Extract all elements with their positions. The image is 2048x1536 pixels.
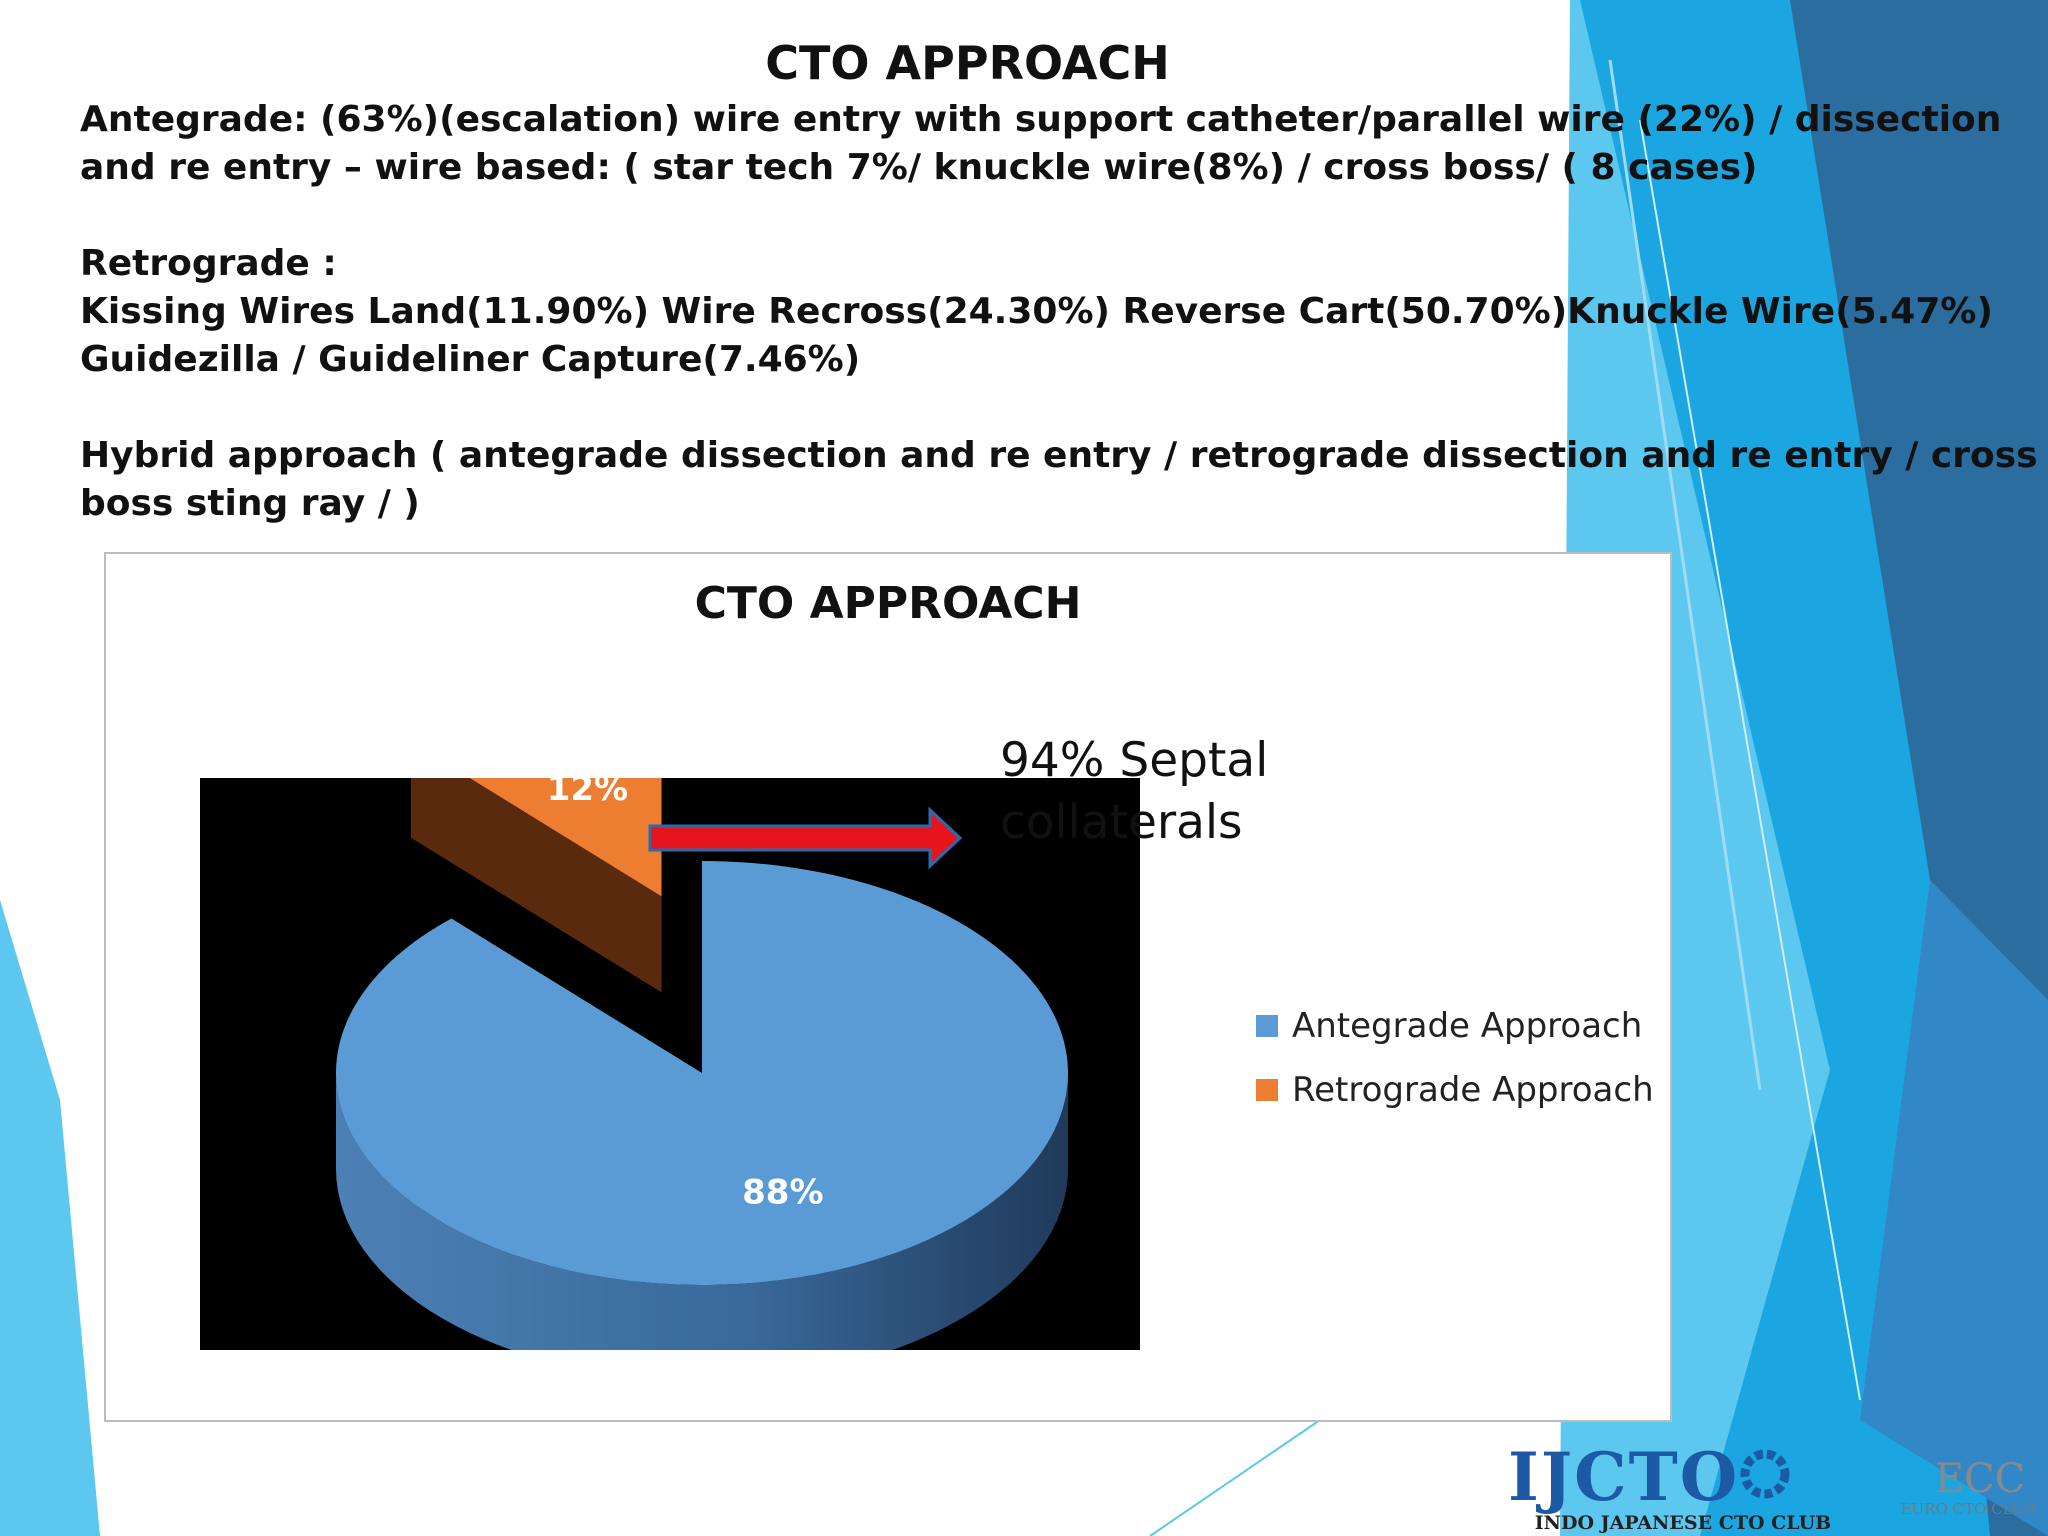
pie-chart: 88% 12% <box>335 778 1068 1350</box>
footer-logos: IJCTO INDO JAPANESE CTO CLUB ECC EURO CT… <box>1478 1430 2048 1536</box>
hybrid-line-2: boss sting ray / ) <box>80 483 420 524</box>
legend-swatch-antegrade <box>1256 1015 1278 1037</box>
antegrade-line-2: and re entry – wire based: ( star tech 7… <box>80 147 1758 188</box>
pie-plot-area: 88% 12% <box>200 778 1140 1350</box>
annotation-line-2: collaterals <box>1000 795 1243 850</box>
bg-thin-line-3 <box>1149 1419 1321 1536</box>
bg-thin-line-1 <box>1608 59 1762 1091</box>
ijcto-logo-caption: INDO JAPANESE CTO CLUB <box>1534 1512 1832 1534</box>
pie-slice-1 <box>469 778 662 897</box>
pie-slice-0 <box>335 861 1068 1285</box>
retrograde-line-1: Kissing Wires Land(11.90%) Wire Recross(… <box>80 291 1993 332</box>
septal-annotation: 94% Septal collaterals <box>1000 730 1300 854</box>
antegrade-line-1: Antegrade: (63%)(escalation) wire entry … <box>80 99 2002 140</box>
legend-swatch-retrograde <box>1256 1079 1278 1101</box>
legend-label-retrograde: Retrograde Approach <box>1292 1070 1654 1110</box>
chart-legend: Antegrade Approach Retrograde Approach <box>1256 1006 1654 1134</box>
hybrid-line-1: Hybrid approach ( antegrade dissection a… <box>80 435 2038 476</box>
euro-logo-caption: EURO CTO CLUB <box>1900 1500 2036 1518</box>
retrograde-heading: Retrograde : <box>80 243 337 284</box>
bg-left-sliver <box>0 900 100 1536</box>
legend-item-antegrade: Antegrade Approach <box>1256 1006 1654 1046</box>
retrograde-line-2: Guidezilla / Guideliner Capture(7.46%) <box>80 339 861 380</box>
pie-side-0 <box>336 1073 1068 1350</box>
pie-cut-1 <box>410 778 662 993</box>
pie-data-label-1: 12% <box>547 778 628 809</box>
annotation-arrow <box>648 806 963 870</box>
chart-title: CTO APPROACH <box>694 578 1082 629</box>
ijcto-ring-icon <box>1740 1449 1790 1499</box>
pie-data-label-0: 88% <box>742 1172 823 1212</box>
ijcto-logo-wordmark: IJCTO <box>1508 1438 1740 1516</box>
chart-frame: CTO APPROACH 88% 12% 94% Septal collatera… <box>104 552 1672 1422</box>
euro-logo-wordmark: ECC <box>1935 1456 2025 1502</box>
slide-title: CTO APPROACH <box>765 36 1170 90</box>
euro-cto-club-logo-icon: ECC <box>1935 1456 2025 1502</box>
legend-label-antegrade: Antegrade Approach <box>1292 1006 1643 1046</box>
annotation-line-1: 94% Septal <box>1000 733 1269 788</box>
bg-thin-line-2 <box>1639 119 1861 1401</box>
bg-mid-wedge <box>1860 880 2048 1536</box>
legend-item-retrograde: Retrograde Approach <box>1256 1070 1654 1110</box>
